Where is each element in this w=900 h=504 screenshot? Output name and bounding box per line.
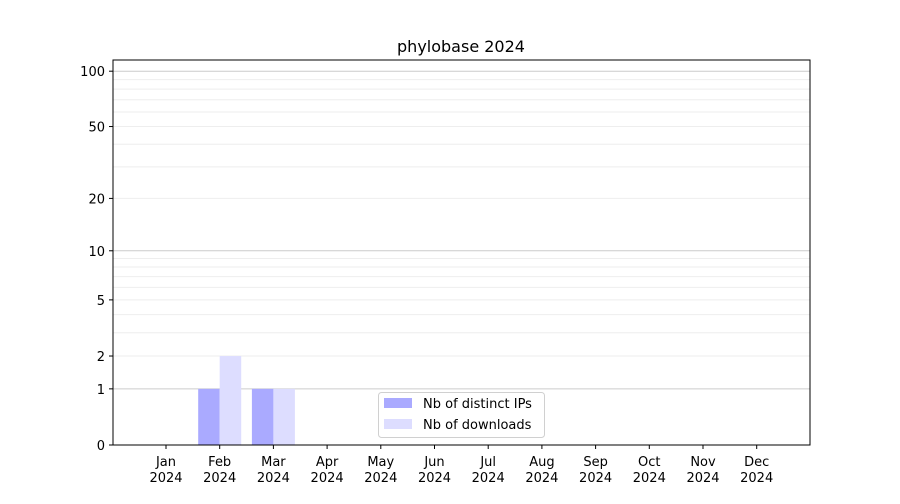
plot-frame [112, 59, 811, 446]
y-tick-label: 5 [97, 294, 105, 309]
x-tick-label: Jul 2024 [472, 455, 505, 486]
x-tick-label: Nov 2024 [686, 455, 719, 486]
x-tick-label: Jan 2024 [149, 455, 182, 486]
legend-box [378, 392, 545, 438]
legend-label: Nb of downloads [423, 418, 532, 433]
legend: Nb of distinct IPs Nb of downloads [378, 392, 545, 438]
y-tick-label: 0 [97, 439, 105, 454]
legend-swatch [384, 398, 412, 408]
y-tick-label: 100 [80, 65, 105, 80]
x-tick-label: Aug 2024 [525, 455, 558, 486]
chart-title: phylobase 2024 [397, 37, 525, 56]
bar-distinct-ips [198, 388, 220, 445]
x-tick-label: Sep 2024 [579, 455, 612, 486]
legend-label: Nb of distinct IPs [423, 397, 532, 412]
y-tick-label: 1 [97, 383, 105, 398]
x-tick-label: Oct 2024 [633, 455, 666, 486]
y-tick-label: 2 [97, 350, 105, 365]
x-tick-label: May 2024 [364, 455, 397, 486]
x-tick-label: Feb 2024 [203, 455, 236, 486]
x-tick-label: Jun 2024 [418, 455, 451, 486]
bar-distinct-ips [251, 388, 274, 445]
y-tick-label: 50 [88, 121, 105, 136]
x-tick-label: Mar 2024 [257, 455, 290, 486]
y-tick-label: 10 [88, 245, 105, 260]
bar-downloads [273, 388, 295, 445]
legend-swatch [384, 419, 412, 429]
x-tick-label: Dec 2024 [740, 455, 773, 486]
bar-downloads [219, 356, 242, 445]
x-tick-label: Apr 2024 [311, 455, 344, 486]
y-tick-label: 20 [88, 192, 105, 207]
